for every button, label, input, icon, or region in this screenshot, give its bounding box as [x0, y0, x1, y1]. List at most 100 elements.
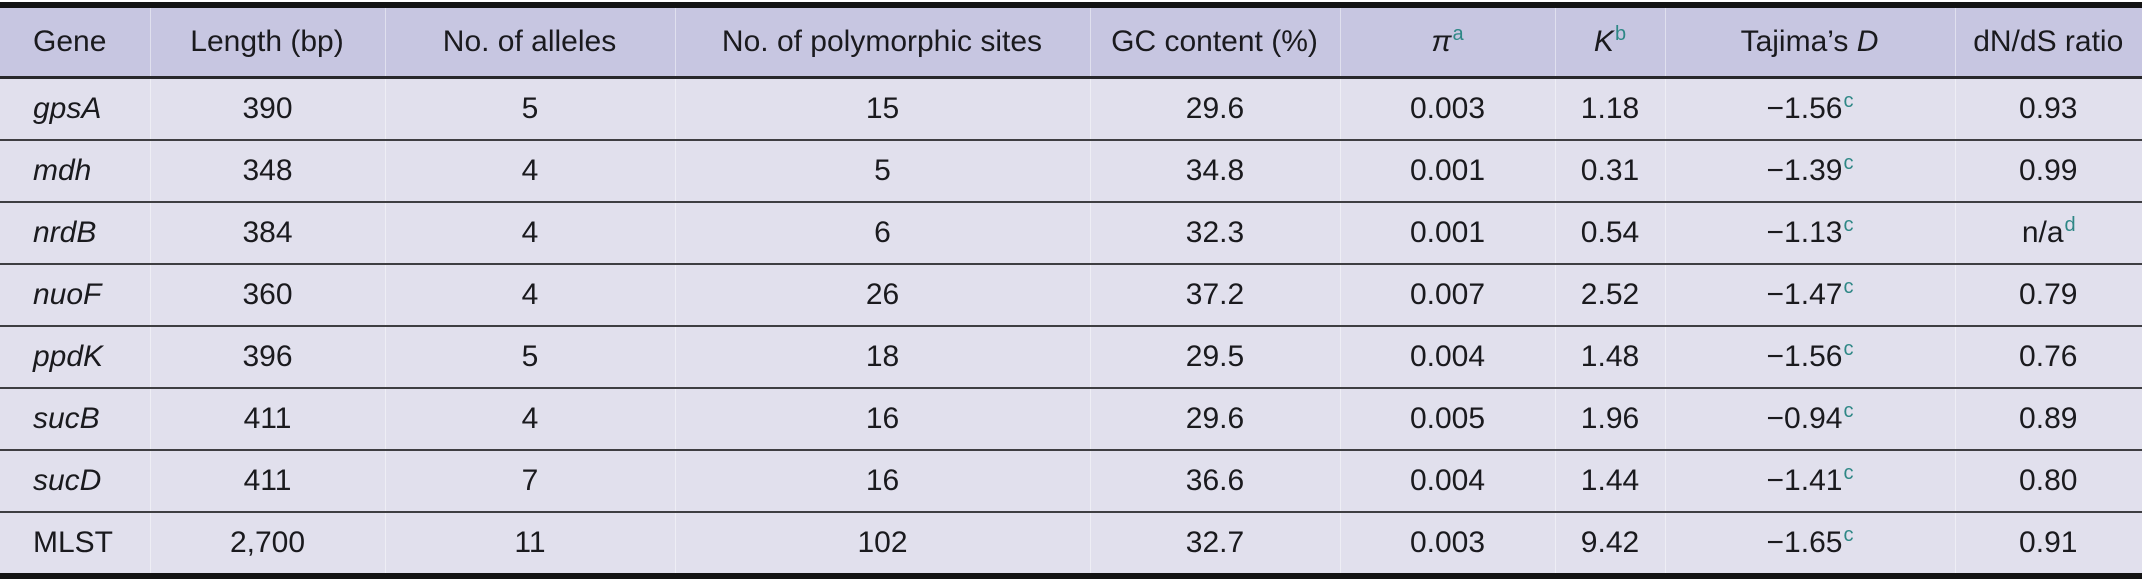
- alleles-cell: 11: [384, 512, 675, 576]
- table-header: Gene Length (bp) No. of alleles No. of p…: [0, 5, 2142, 79]
- k-cell: 0.31: [1554, 140, 1665, 203]
- polymorphic-sites-cell: 102: [674, 512, 1090, 576]
- header-cell-gc-content: GC content (%): [1089, 5, 1340, 79]
- k-cell: 2.52: [1554, 264, 1665, 327]
- length-cell: 411: [149, 388, 385, 451]
- k-cell: 1.44: [1554, 450, 1665, 513]
- alleles-cell: 4: [384, 202, 675, 265]
- gc-content-cell: 32.3: [1089, 202, 1340, 265]
- dnds-cell: 0.99: [1954, 140, 2142, 203]
- gene-name-cell: sucD: [0, 450, 150, 513]
- tajimas-d-cell: −1.56c: [1664, 77, 1955, 141]
- alleles-cell: 5: [384, 326, 675, 389]
- polymorphic-sites-cell: 26: [674, 264, 1090, 327]
- pi-cell: 0.001: [1339, 140, 1555, 203]
- footnote-marker-c: c: [1843, 400, 1854, 422]
- header-cell-pi: πa: [1339, 5, 1555, 79]
- tajimas-d-cell: −1.41c: [1664, 450, 1955, 513]
- gene-name-cell: nrdB: [0, 202, 150, 265]
- tajimas-d-cell: −1.13c: [1664, 202, 1955, 265]
- header-cell-polymorphic-sites: No. of polymorphic sites: [674, 5, 1090, 79]
- footnote-marker-b: b: [1614, 23, 1627, 45]
- gc-content-cell: 29.6: [1089, 77, 1340, 141]
- header-row: Gene Length (bp) No. of alleles No. of p…: [0, 5, 2142, 79]
- header-cell-k: Kb: [1554, 5, 1665, 79]
- footnote-marker-c: c: [1843, 214, 1854, 236]
- gene-name-cell: nuoF: [0, 264, 150, 327]
- table-row-sucD: sucD 411 7 16 36.6 0.004 1.44 −1.41c 0.8…: [0, 450, 2142, 513]
- k-cell: 1.48: [1554, 326, 1665, 389]
- header-cell-length: Length (bp): [149, 5, 385, 79]
- tajimas-d-cell: −1.39c: [1664, 140, 1955, 203]
- k-cell: 1.18: [1554, 77, 1665, 141]
- polymorphic-sites-cell: 16: [674, 450, 1090, 513]
- alleles-cell: 4: [384, 264, 675, 327]
- gc-content-cell: 37.2: [1089, 264, 1340, 327]
- length-cell: 384: [149, 202, 385, 265]
- table-row-nrdB: nrdB 384 4 6 32.3 0.001 0.54 −1.13c n/ad: [0, 202, 2142, 265]
- polymorphic-sites-cell: 6: [674, 202, 1090, 265]
- footnote-marker-c: c: [1843, 462, 1854, 484]
- footnote-marker-d: d: [2064, 214, 2076, 236]
- tajimas-d-cell: −1.56c: [1664, 326, 1955, 389]
- dnds-cell: 0.76: [1954, 326, 2142, 389]
- gene-name-cell: ppdK: [0, 326, 150, 389]
- table-row-ppdK: ppdK 396 5 18 29.5 0.004 1.48 −1.56c 0.7…: [0, 326, 2142, 389]
- table-row-mdh: mdh 348 4 5 34.8 0.001 0.31 −1.39c 0.99: [0, 140, 2142, 203]
- polymorphic-sites-cell: 15: [674, 77, 1090, 141]
- dnds-cell: 0.89: [1954, 388, 2142, 451]
- pi-cell: 0.007: [1339, 264, 1555, 327]
- header-cell-alleles: No. of alleles: [384, 5, 675, 79]
- footnote-marker-a: a: [1452, 23, 1464, 45]
- header-cell-gene: Gene: [0, 5, 150, 79]
- gene-name-cell: MLST: [0, 512, 150, 576]
- alleles-cell: 7: [384, 450, 675, 513]
- pi-cell: 0.004: [1339, 450, 1555, 513]
- length-cell: 396: [149, 326, 385, 389]
- dnds-cell: 0.79: [1954, 264, 2142, 327]
- polymorphic-sites-cell: 18: [674, 326, 1090, 389]
- header-cell-tajimas-d: Tajima’s D: [1664, 5, 1955, 79]
- footnote-marker-c: c: [1843, 152, 1854, 174]
- table-row-sucB: sucB 411 4 16 29.6 0.005 1.96 −0.94c 0.8…: [0, 388, 2142, 451]
- footnote-marker-c: c: [1843, 338, 1854, 360]
- k-cell: 1.96: [1554, 388, 1665, 451]
- tajimas-d-cell: −1.65c: [1664, 512, 1955, 576]
- table-row-nuoF: nuoF 360 4 26 37.2 0.007 2.52 −1.47c 0.7…: [0, 264, 2142, 327]
- length-cell: 2,700: [149, 512, 385, 576]
- pi-cell: 0.004: [1339, 326, 1555, 389]
- gene-name-cell: gpsA: [0, 77, 150, 141]
- length-cell: 390: [149, 77, 385, 141]
- length-cell: 348: [149, 140, 385, 203]
- gc-content-cell: 32.7: [1089, 512, 1340, 576]
- footnote-marker-c: c: [1843, 276, 1854, 298]
- pi-cell: 0.005: [1339, 388, 1555, 451]
- footnote-marker-c: c: [1843, 524, 1854, 546]
- tajimas-d-cell: −1.47c: [1664, 264, 1955, 327]
- pi-cell: 0.001: [1339, 202, 1555, 265]
- alleles-cell: 5: [384, 77, 675, 141]
- gc-content-cell: 36.6: [1089, 450, 1340, 513]
- length-cell: 360: [149, 264, 385, 327]
- table-body: gpsA 390 5 15 29.6 0.003 1.18 −1.56c 0.9…: [0, 77, 2142, 576]
- tajimas-d-cell: −0.94c: [1664, 388, 1955, 451]
- alleles-cell: 4: [384, 388, 675, 451]
- alleles-cell: 4: [384, 140, 675, 203]
- pi-cell: 0.003: [1339, 77, 1555, 141]
- polymorphic-sites-cell: 5: [674, 140, 1090, 203]
- pi-cell: 0.003: [1339, 512, 1555, 576]
- length-cell: 411: [149, 450, 385, 513]
- k-cell: 0.54: [1554, 202, 1665, 265]
- table-row-MLST: MLST 2,700 11 102 32.7 0.003 9.42 −1.65c…: [0, 512, 2142, 576]
- gene-name-cell: sucB: [0, 388, 150, 451]
- gc-content-cell: 34.8: [1089, 140, 1340, 203]
- footnote-marker-c: c: [1843, 90, 1854, 112]
- dnds-cell: 0.91: [1954, 512, 2142, 576]
- polymorphic-sites-cell: 16: [674, 388, 1090, 451]
- dnds-cell: 0.93: [1954, 77, 2142, 141]
- header-cell-dnds-ratio: dN/dS ratio: [1954, 5, 2142, 79]
- dnds-cell: 0.80: [1954, 450, 2142, 513]
- k-cell: 9.42: [1554, 512, 1665, 576]
